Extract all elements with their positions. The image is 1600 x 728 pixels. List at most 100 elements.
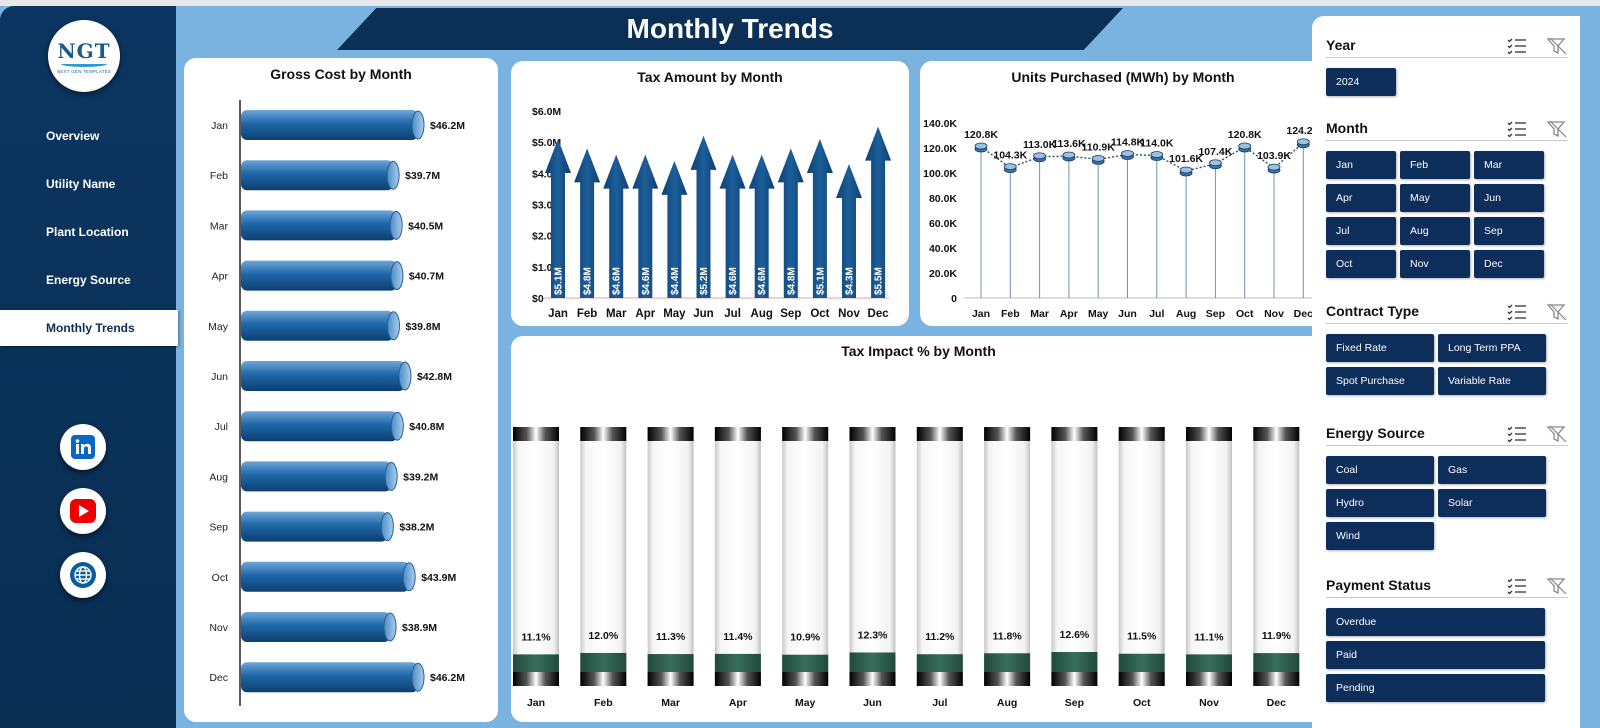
payment-status-filter-option[interactable]: Paid [1326, 641, 1545, 669]
nav-item-utility-name[interactable]: Utility Name [46, 177, 116, 191]
gross-cost-tick-label: Aug [209, 471, 228, 483]
month-filter-option[interactable]: Nov [1400, 250, 1470, 278]
contract-type-filter-header: Contract Type [1326, 300, 1568, 324]
tax-impact-x-tick: Jun [863, 697, 882, 709]
nav-item-monthly-trends[interactable]: Monthly Trends [0, 310, 178, 346]
units-x-tick: Dec [1294, 308, 1313, 320]
nav-item-plant-location[interactable]: Plant Location [46, 225, 129, 239]
contract-type-filter-option[interactable]: Fixed Rate [1326, 334, 1434, 362]
units-data-label: 101.6K [1169, 153, 1203, 165]
gross-cost-data-label: $46.2M [430, 120, 465, 132]
units-marker-top [1179, 166, 1193, 174]
month-filter-option[interactable]: Jan [1326, 151, 1396, 179]
tax-impact-tube: 12.3% Jun [849, 427, 896, 709]
units-y-tick: 100.0K [923, 168, 957, 180]
gross-cost-bar-cap [398, 361, 412, 391]
clear-filter-icon[interactable] [1546, 425, 1568, 448]
multi-select-icon[interactable] [1506, 120, 1528, 143]
tax-impact-fill [1186, 654, 1232, 672]
gross-cost-data-label: $39.2M [403, 471, 438, 483]
gross-cost-tick-label: Nov [209, 622, 228, 634]
energy-source-filter-option[interactable]: Solar [1438, 489, 1546, 517]
month-filter-option[interactable]: Feb [1400, 151, 1470, 179]
year-filter-option[interactable]: 2024 [1326, 68, 1396, 96]
tax-impact-top-cap [782, 427, 829, 441]
multi-select-icon[interactable] [1506, 425, 1528, 448]
tax-amount-data-label: $4.6M [757, 267, 768, 295]
gross-cost-bar-group: Jul $40.8M [215, 411, 445, 442]
gross-cost-bar-cap [386, 160, 400, 190]
multi-select-icon[interactable] [1506, 303, 1528, 326]
tax-amount-column: $4.4M May [661, 160, 688, 320]
clear-filter-icon[interactable] [1546, 303, 1568, 326]
units-x-tick: Aug [1176, 308, 1196, 320]
month-filter-option[interactable]: Jul [1326, 217, 1396, 245]
payment-status-filter-option[interactable]: Overdue [1326, 608, 1545, 636]
units-marker-top [1121, 150, 1134, 157]
units-point: 113.6K Apr [1052, 138, 1086, 320]
tax-impact-top-cap [849, 427, 896, 441]
gross-cost-bar [241, 361, 405, 391]
month-filter-option[interactable]: Dec [1474, 250, 1544, 278]
month-filter-option[interactable]: Mar [1474, 151, 1544, 179]
clear-filter-icon[interactable] [1546, 120, 1568, 143]
month-filter-option[interactable]: Apr [1326, 184, 1396, 212]
tax-impact-x-tick: Jul [932, 697, 947, 709]
tax-amount-arrow [836, 163, 862, 298]
tax-amount-column: $4.8M Feb [574, 148, 601, 320]
units-purchased-card: Units Purchased (MWh) by Month 0 20.0K 40.… [920, 61, 1326, 326]
gross-cost-data-label: $39.8M [405, 321, 440, 333]
contract-type-filter-option[interactable]: Spot Purchase [1326, 367, 1434, 395]
payment-status-filter-option[interactable]: Pending [1326, 674, 1545, 702]
gross-cost-bar-cap [389, 210, 403, 240]
units-data-label: 120.8K [1228, 129, 1262, 141]
logo-subtitle: NEXT GEN TEMPLATES [56, 68, 112, 74]
month-filter-option[interactable]: Oct [1326, 250, 1396, 278]
tax-impact-top-cap [580, 427, 627, 441]
tax-impact-bottom-cap [916, 672, 963, 686]
units-marker-top [1267, 163, 1281, 171]
units-marker-top [974, 142, 988, 150]
contract-type-filter-option[interactable]: Long Term PPA [1438, 334, 1546, 362]
gross-cost-bar-group: Oct $43.9M [212, 561, 456, 592]
year-filter-header: Year [1326, 34, 1568, 58]
tax-amount-x-tick: Mar [606, 308, 627, 320]
youtube-button[interactable] [60, 488, 106, 534]
tax-impact-x-tick: Dec [1267, 697, 1286, 709]
tax-impact-data-label: 12.6% [1060, 629, 1090, 641]
month-filter-option[interactable]: Sep [1474, 217, 1544, 245]
tax-impact-data-label: 11.1% [521, 631, 551, 643]
nav-item-energy-source[interactable]: Energy Source [46, 273, 131, 287]
month-filter-title: Month [1326, 120, 1368, 136]
website-button[interactable] [60, 552, 106, 598]
units-marker-top [1091, 154, 1105, 162]
clear-filter-icon[interactable] [1546, 37, 1568, 60]
gross-cost-tick-label: Apr [212, 271, 229, 283]
energy-source-filter-option[interactable]: Hydro [1326, 489, 1434, 517]
units-purchased-chart: 0 20.0K 40.0K 60.0K 80.0K 100.0K 120.0K 140.0K 1… [923, 118, 1321, 320]
tax-amount-arrow [806, 139, 833, 298]
clear-filter-icon[interactable] [1546, 577, 1568, 600]
units-purchased-chart-title: Units Purchased (MWh) by Month [1011, 69, 1235, 85]
gross-cost-bar-group: Mar $40.5M [210, 210, 443, 241]
tax-impact-tube-body [782, 427, 829, 686]
nav-item-overview[interactable]: Overview [46, 129, 100, 143]
energy-source-filter-option[interactable]: Gas [1438, 456, 1546, 484]
energy-source-filter-option[interactable]: Wind [1326, 522, 1434, 550]
units-marker-top [1150, 151, 1164, 158]
multi-select-icon[interactable] [1506, 37, 1528, 60]
gross-cost-bar [241, 662, 418, 693]
gross-cost-data-label: $42.8M [417, 371, 452, 383]
tax-amount-column: $4.6M Apr [632, 154, 659, 320]
tax-impact-bottom-cap [647, 672, 694, 686]
tax-amount-x-tick: Apr [635, 308, 655, 320]
month-filter-option[interactable]: May [1400, 184, 1470, 212]
gross-cost-bar-group: Feb $39.7M [210, 160, 440, 191]
linkedin-button[interactable] [60, 424, 106, 470]
energy-source-filter-option[interactable]: Coal [1326, 456, 1434, 484]
month-filter-option[interactable]: Jun [1474, 184, 1544, 212]
contract-type-filter-option[interactable]: Variable Rate [1438, 367, 1546, 395]
multi-select-icon[interactable] [1506, 577, 1528, 600]
month-filter-option[interactable]: Aug [1400, 217, 1470, 245]
page-title: Monthly Trends [626, 13, 834, 44]
